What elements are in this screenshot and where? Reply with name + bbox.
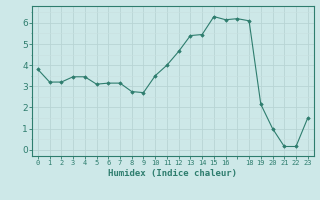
X-axis label: Humidex (Indice chaleur): Humidex (Indice chaleur) xyxy=(108,169,237,178)
